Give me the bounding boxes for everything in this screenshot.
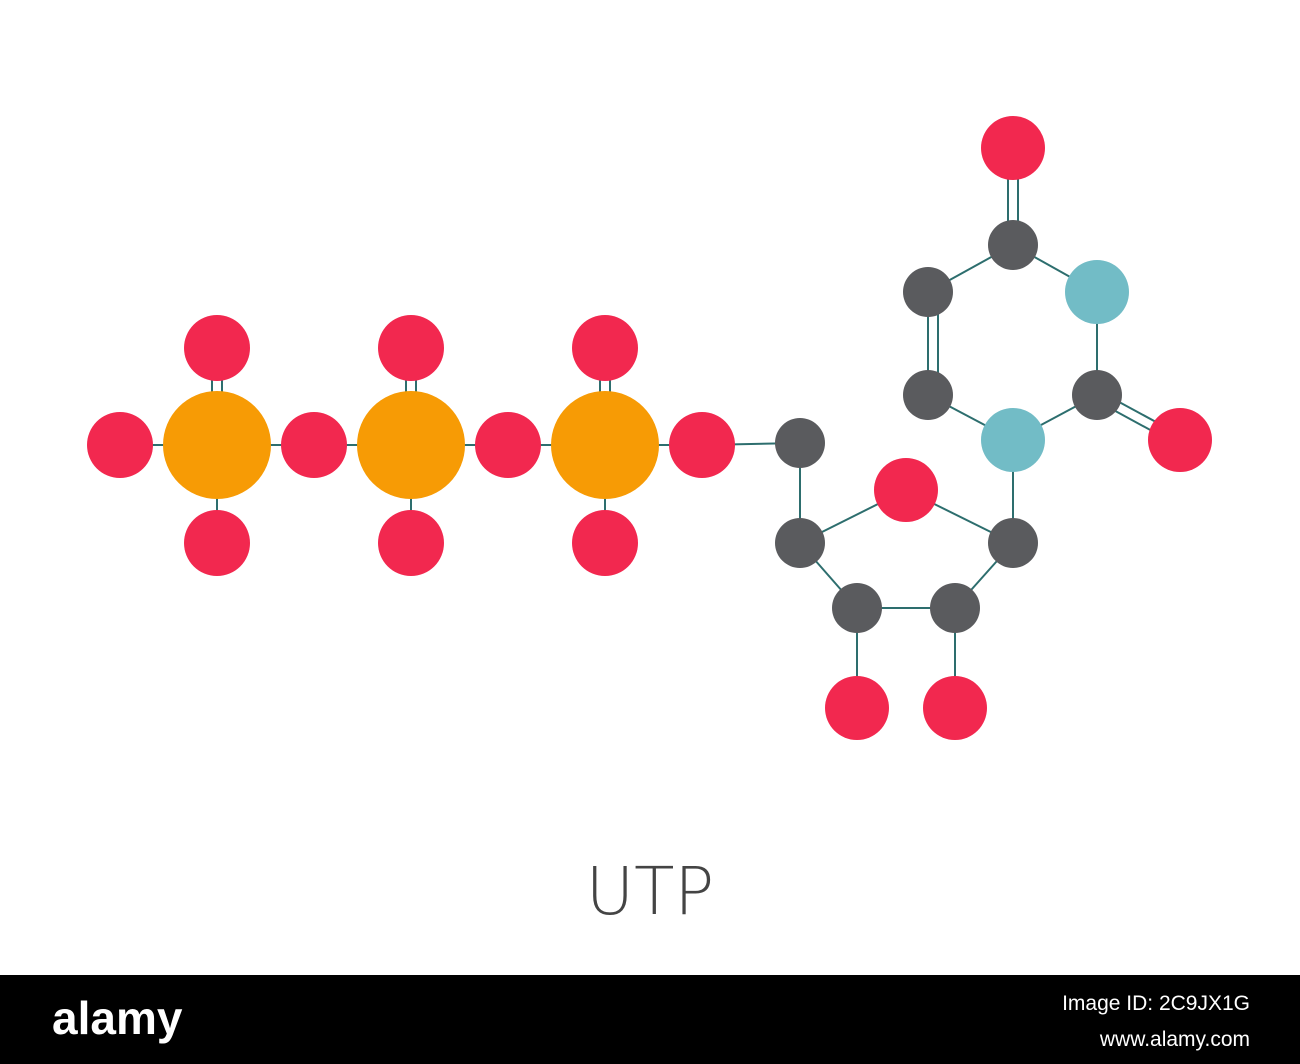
- logo: alamy: [52, 992, 183, 1044]
- image-id: Image ID: 2C9JX1G: [1062, 992, 1250, 1015]
- footer-bar: [0, 975, 1300, 1064]
- atoms: [87, 116, 1212, 740]
- url: www.alamy.com: [1099, 1028, 1250, 1051]
- molecule-name: UTP: [586, 853, 714, 930]
